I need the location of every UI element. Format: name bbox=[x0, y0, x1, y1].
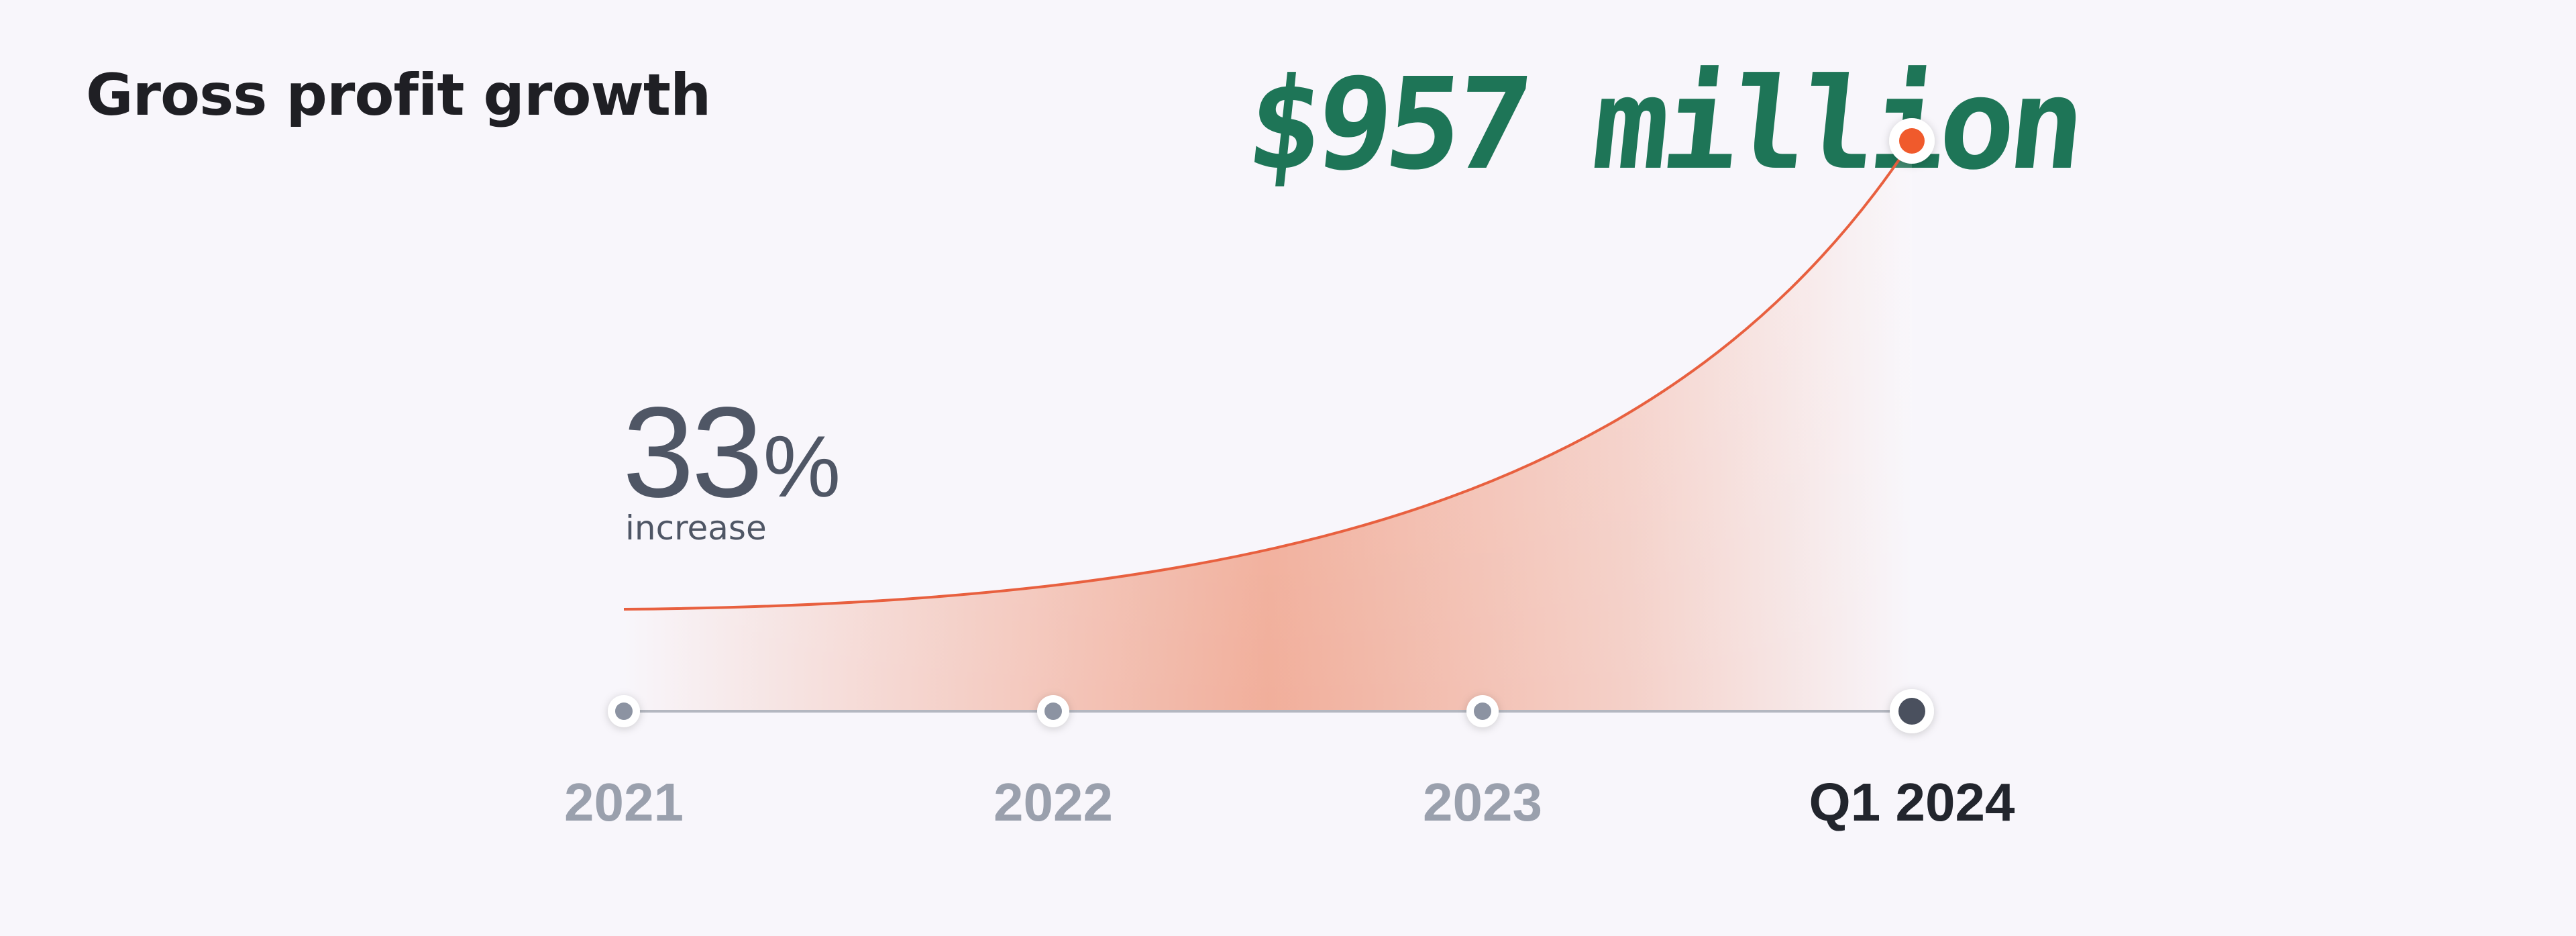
chart-title: Gross profit growth bbox=[86, 62, 711, 129]
timeline-dot-2022 bbox=[1037, 695, 1069, 727]
tick-label-2021: 2021 bbox=[564, 772, 684, 832]
growth-stat: 33% bbox=[623, 388, 841, 517]
growth-line bbox=[623, 140, 1913, 611]
growth-stat-number: 33 bbox=[623, 380, 763, 524]
tick-label-2022: 2022 bbox=[994, 772, 1113, 832]
tick-label-2023: 2023 bbox=[1423, 772, 1542, 832]
timeline-dot-2021 bbox=[608, 695, 640, 727]
timeline-dot-q1-2024 bbox=[1890, 689, 1934, 733]
growth-stat-unit: % bbox=[763, 417, 841, 515]
growth-area-sheen bbox=[624, 141, 1912, 711]
timeline-dot-2023 bbox=[1466, 695, 1499, 727]
growth-stat-caption: increase bbox=[625, 509, 767, 548]
curve-end-dot bbox=[1889, 118, 1935, 164]
tick-label-q1-2024: Q1 2024 bbox=[1809, 772, 2015, 832]
